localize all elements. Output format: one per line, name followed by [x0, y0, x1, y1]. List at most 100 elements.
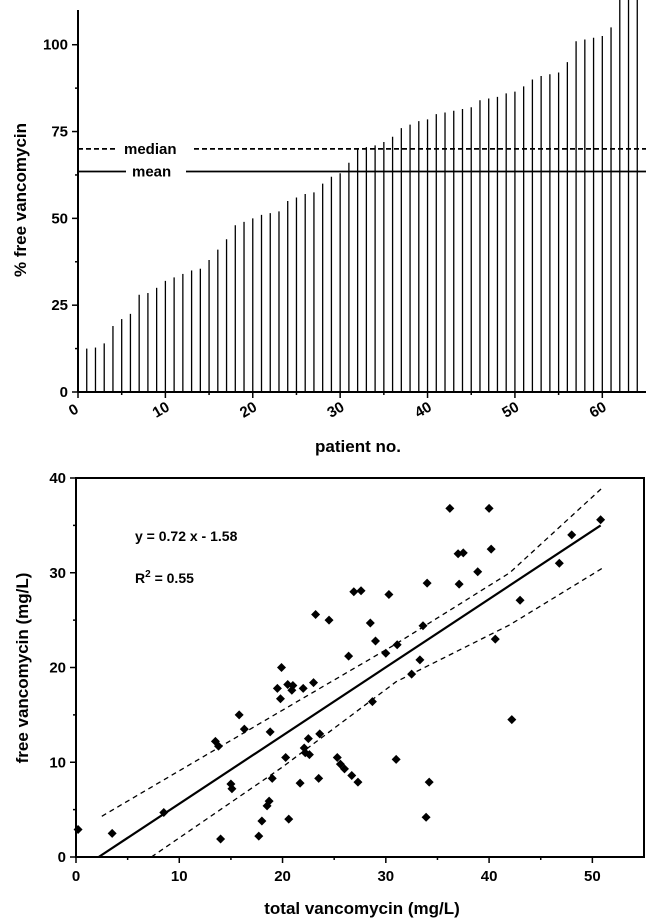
- confidence-band-lower: [151, 567, 604, 858]
- top-x-axis: 0 10 20 30 40 50 60: [66, 391, 646, 422]
- top-x-tick-label: 50: [499, 399, 522, 422]
- scatter-point: [298, 683, 308, 693]
- bottom-fit-line: [98, 524, 602, 858]
- bottom-points: [73, 503, 606, 844]
- scatter-point: [73, 825, 83, 835]
- scatter-point: [304, 750, 314, 760]
- top-bar-chart: median mean 0 25 50 75 100 0 10 20 30 40 50 60 pati…: [11, 0, 646, 456]
- scatter-point: [407, 669, 417, 679]
- scatter-point: [484, 503, 494, 513]
- scatter-point: [445, 503, 455, 513]
- scatter-point: [490, 634, 500, 644]
- regression-equation: y = 0.72 x - 1.58: [135, 528, 238, 544]
- scatter-point: [295, 778, 305, 788]
- scatter-point: [486, 544, 496, 554]
- scatter-point: [159, 807, 169, 817]
- scatter-point: [392, 640, 402, 650]
- top-y-tick-label: 75: [51, 124, 68, 141]
- scatter-point: [347, 771, 357, 781]
- scatter-point: [340, 764, 350, 774]
- bottom-x-tick-label: 0: [72, 868, 80, 885]
- scatter-point: [311, 609, 321, 619]
- scatter-point: [315, 729, 325, 739]
- top-y-tick-label: 25: [51, 297, 68, 314]
- scatter-point: [473, 567, 483, 577]
- scatter-point: [288, 681, 298, 691]
- scatter-point: [227, 784, 237, 794]
- scatter-point: [275, 694, 285, 704]
- scatter-point: [309, 678, 319, 688]
- scatter-point: [254, 831, 264, 841]
- top-reference-lines: median mean: [78, 141, 646, 180]
- scatter-point: [554, 558, 564, 568]
- scatter-point: [267, 773, 277, 783]
- scatter-point: [370, 636, 380, 646]
- scatter-point: [422, 578, 432, 588]
- scatter-point: [257, 816, 267, 826]
- scatter-point: [303, 734, 313, 744]
- scatter-point: [107, 828, 117, 838]
- scatter-point: [418, 621, 428, 631]
- scatter-point: [284, 814, 294, 824]
- scatter-point: [264, 796, 274, 806]
- scatter-point: [567, 530, 577, 540]
- scatter-point: [324, 615, 334, 625]
- scatter-point: [300, 748, 310, 758]
- top-y-axis: 0 25 50 75 100: [43, 10, 79, 401]
- scatter-point: [216, 834, 226, 844]
- scatter-point: [344, 651, 354, 661]
- scatter-point: [277, 663, 287, 672]
- scatter-point: [353, 777, 363, 787]
- scatter-point: [384, 590, 394, 600]
- top-bars: [86, 0, 638, 392]
- top-y-tick-label: 50: [51, 210, 68, 227]
- bottom-x-tick-label: 30: [377, 868, 394, 885]
- bottom-y-tick-label: 0: [58, 849, 66, 866]
- scatter-point: [314, 773, 324, 783]
- scatter-point: [265, 727, 275, 737]
- bottom-y-axis-label: free vancomycin (mg/L): [13, 573, 32, 764]
- regression-line: [98, 524, 602, 858]
- top-y-axis-label: % free vancomycin: [11, 123, 30, 277]
- bottom-y-axis: 0 10 20 30 40: [49, 470, 76, 866]
- bottom-y-tick-label: 20: [49, 660, 66, 677]
- reference-label-median: median: [124, 141, 177, 158]
- scatter-point: [381, 648, 391, 658]
- top-x-tick-label: 0: [66, 401, 82, 420]
- top-x-tick-label: 20: [237, 399, 260, 422]
- scatter-point: [507, 715, 517, 725]
- scatter-point: [262, 801, 272, 811]
- scatter-point: [365, 618, 375, 628]
- scatter-point: [367, 697, 377, 707]
- scatter-point: [349, 587, 359, 597]
- bottom-x-axis-label: total vancomycin (mg/L): [264, 899, 460, 918]
- scatter-point: [239, 724, 249, 734]
- scatter-point: [356, 586, 366, 596]
- scatter-point: [458, 548, 468, 558]
- scatter-point: [287, 685, 297, 695]
- top-y-tick-label: 0: [60, 384, 68, 401]
- bottom-x-tick-label: 50: [584, 868, 601, 885]
- scatter-point: [272, 683, 282, 693]
- scatter-point: [421, 812, 431, 822]
- scatter-point: [234, 710, 244, 720]
- scatter-point: [210, 736, 220, 746]
- bottom-x-tick-label: 20: [274, 868, 291, 885]
- scatter-point: [391, 754, 401, 764]
- top-x-tick-label: 30: [324, 399, 347, 422]
- bottom-x-tick-label: 10: [171, 868, 188, 885]
- bottom-y-tick-label: 30: [49, 565, 66, 582]
- scatter-point: [424, 777, 434, 787]
- r-squared-value: = 0.55: [151, 570, 194, 586]
- scatter-point: [454, 579, 464, 589]
- scatter-point: [453, 549, 463, 559]
- bottom-y-tick-label: 40: [49, 470, 66, 487]
- top-x-tick-label: 10: [150, 399, 173, 422]
- scatter-point: [596, 515, 606, 525]
- r-squared-label: R2 = 0.55: [135, 569, 194, 586]
- top-x-axis-label: patient no.: [315, 437, 401, 456]
- scatter-point: [332, 753, 342, 763]
- r-squared-prefix: R: [135, 570, 145, 586]
- scatter-point: [335, 759, 345, 769]
